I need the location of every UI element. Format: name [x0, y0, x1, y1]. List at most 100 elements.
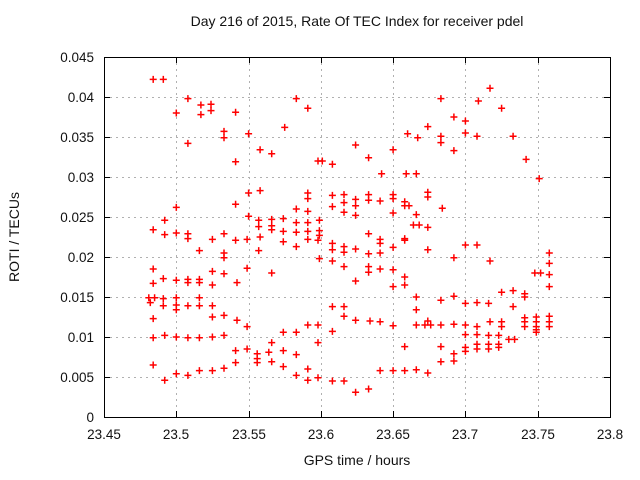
data-point	[401, 273, 409, 281]
data-point	[376, 367, 384, 375]
data-point	[220, 364, 228, 372]
data-point	[340, 248, 348, 256]
data-point	[485, 331, 493, 339]
data-point	[352, 277, 360, 285]
data-point	[424, 246, 432, 254]
data-point	[450, 147, 458, 155]
data-point	[232, 359, 240, 367]
data-point	[376, 239, 384, 247]
data-point	[424, 193, 432, 201]
data-point	[232, 236, 240, 244]
data-point	[521, 323, 529, 331]
data-point	[450, 357, 458, 365]
data-point	[304, 365, 312, 373]
data-point	[461, 331, 469, 339]
data-point	[314, 374, 322, 382]
data-point	[340, 191, 348, 199]
data-point	[292, 95, 300, 103]
data-point	[232, 158, 240, 166]
y-tick-label: 0.01	[68, 330, 94, 345]
data-point	[427, 321, 435, 329]
data-point	[401, 281, 409, 289]
data-point	[172, 333, 180, 341]
data-point	[172, 203, 180, 211]
data-point	[389, 209, 397, 217]
data-point	[279, 227, 287, 235]
data-point	[172, 229, 180, 237]
data-point	[220, 270, 228, 278]
data-point	[159, 75, 167, 83]
data-point	[461, 347, 469, 355]
y-tick-label: 0.03	[68, 170, 94, 185]
data-point	[389, 146, 397, 154]
data-point	[521, 293, 529, 301]
data-point	[473, 241, 481, 249]
data-point	[279, 328, 287, 336]
data-point	[498, 323, 506, 331]
data-point	[232, 347, 240, 355]
data-point	[195, 302, 203, 310]
x-tick-label: 23.75	[521, 427, 555, 442]
data-point	[328, 303, 336, 311]
data-point	[376, 249, 384, 257]
data-point	[256, 187, 264, 195]
data-point	[340, 303, 348, 311]
data-point	[389, 266, 397, 274]
data-point	[412, 306, 420, 314]
data-point	[195, 279, 203, 287]
y-tick-label: 0.02	[68, 250, 94, 265]
data-point	[486, 318, 494, 326]
data-point	[328, 160, 336, 168]
data-point	[340, 263, 348, 271]
data-point	[509, 287, 517, 295]
data-point	[545, 271, 553, 279]
y-tick-label: 0	[86, 410, 94, 425]
data-point	[184, 279, 192, 287]
data-point	[365, 250, 373, 258]
data-point	[404, 130, 412, 138]
data-point	[315, 216, 323, 224]
data-point	[461, 299, 469, 307]
data-point	[172, 294, 180, 302]
data-point	[304, 376, 312, 384]
data-point	[268, 269, 276, 277]
data-point	[292, 243, 300, 251]
data-point	[461, 321, 469, 329]
data-point	[184, 334, 192, 342]
data-point	[473, 345, 481, 353]
data-point	[233, 316, 241, 324]
data-point	[220, 311, 228, 319]
data-point	[450, 254, 458, 262]
x-tick-label: 23.8	[597, 427, 623, 442]
data-point	[328, 203, 336, 211]
y-tick-label: 0.015	[60, 290, 94, 305]
data-point	[424, 369, 432, 377]
data-point	[412, 293, 420, 301]
data-point	[461, 129, 469, 137]
data-point	[279, 363, 287, 371]
data-point	[509, 303, 517, 311]
x-axis-label: GPS time / hours	[303, 452, 411, 468]
data-point	[172, 306, 180, 314]
data-point	[437, 296, 445, 304]
data-point	[424, 317, 432, 325]
data-point	[352, 211, 360, 219]
data-point	[232, 200, 240, 208]
data-point	[255, 216, 263, 224]
data-point	[352, 195, 360, 203]
data-point	[146, 299, 154, 307]
data-point	[184, 139, 192, 147]
data-point	[412, 366, 420, 374]
data-point	[208, 267, 216, 275]
data-point	[268, 358, 276, 366]
data-point	[473, 132, 481, 140]
data-point	[389, 322, 397, 330]
data-point	[292, 205, 300, 213]
data-point	[545, 249, 553, 257]
data-point	[473, 323, 481, 331]
data-point	[365, 230, 373, 238]
data-point	[245, 212, 253, 220]
data-point	[365, 385, 373, 393]
data-point	[522, 155, 530, 163]
data-point	[485, 299, 493, 307]
